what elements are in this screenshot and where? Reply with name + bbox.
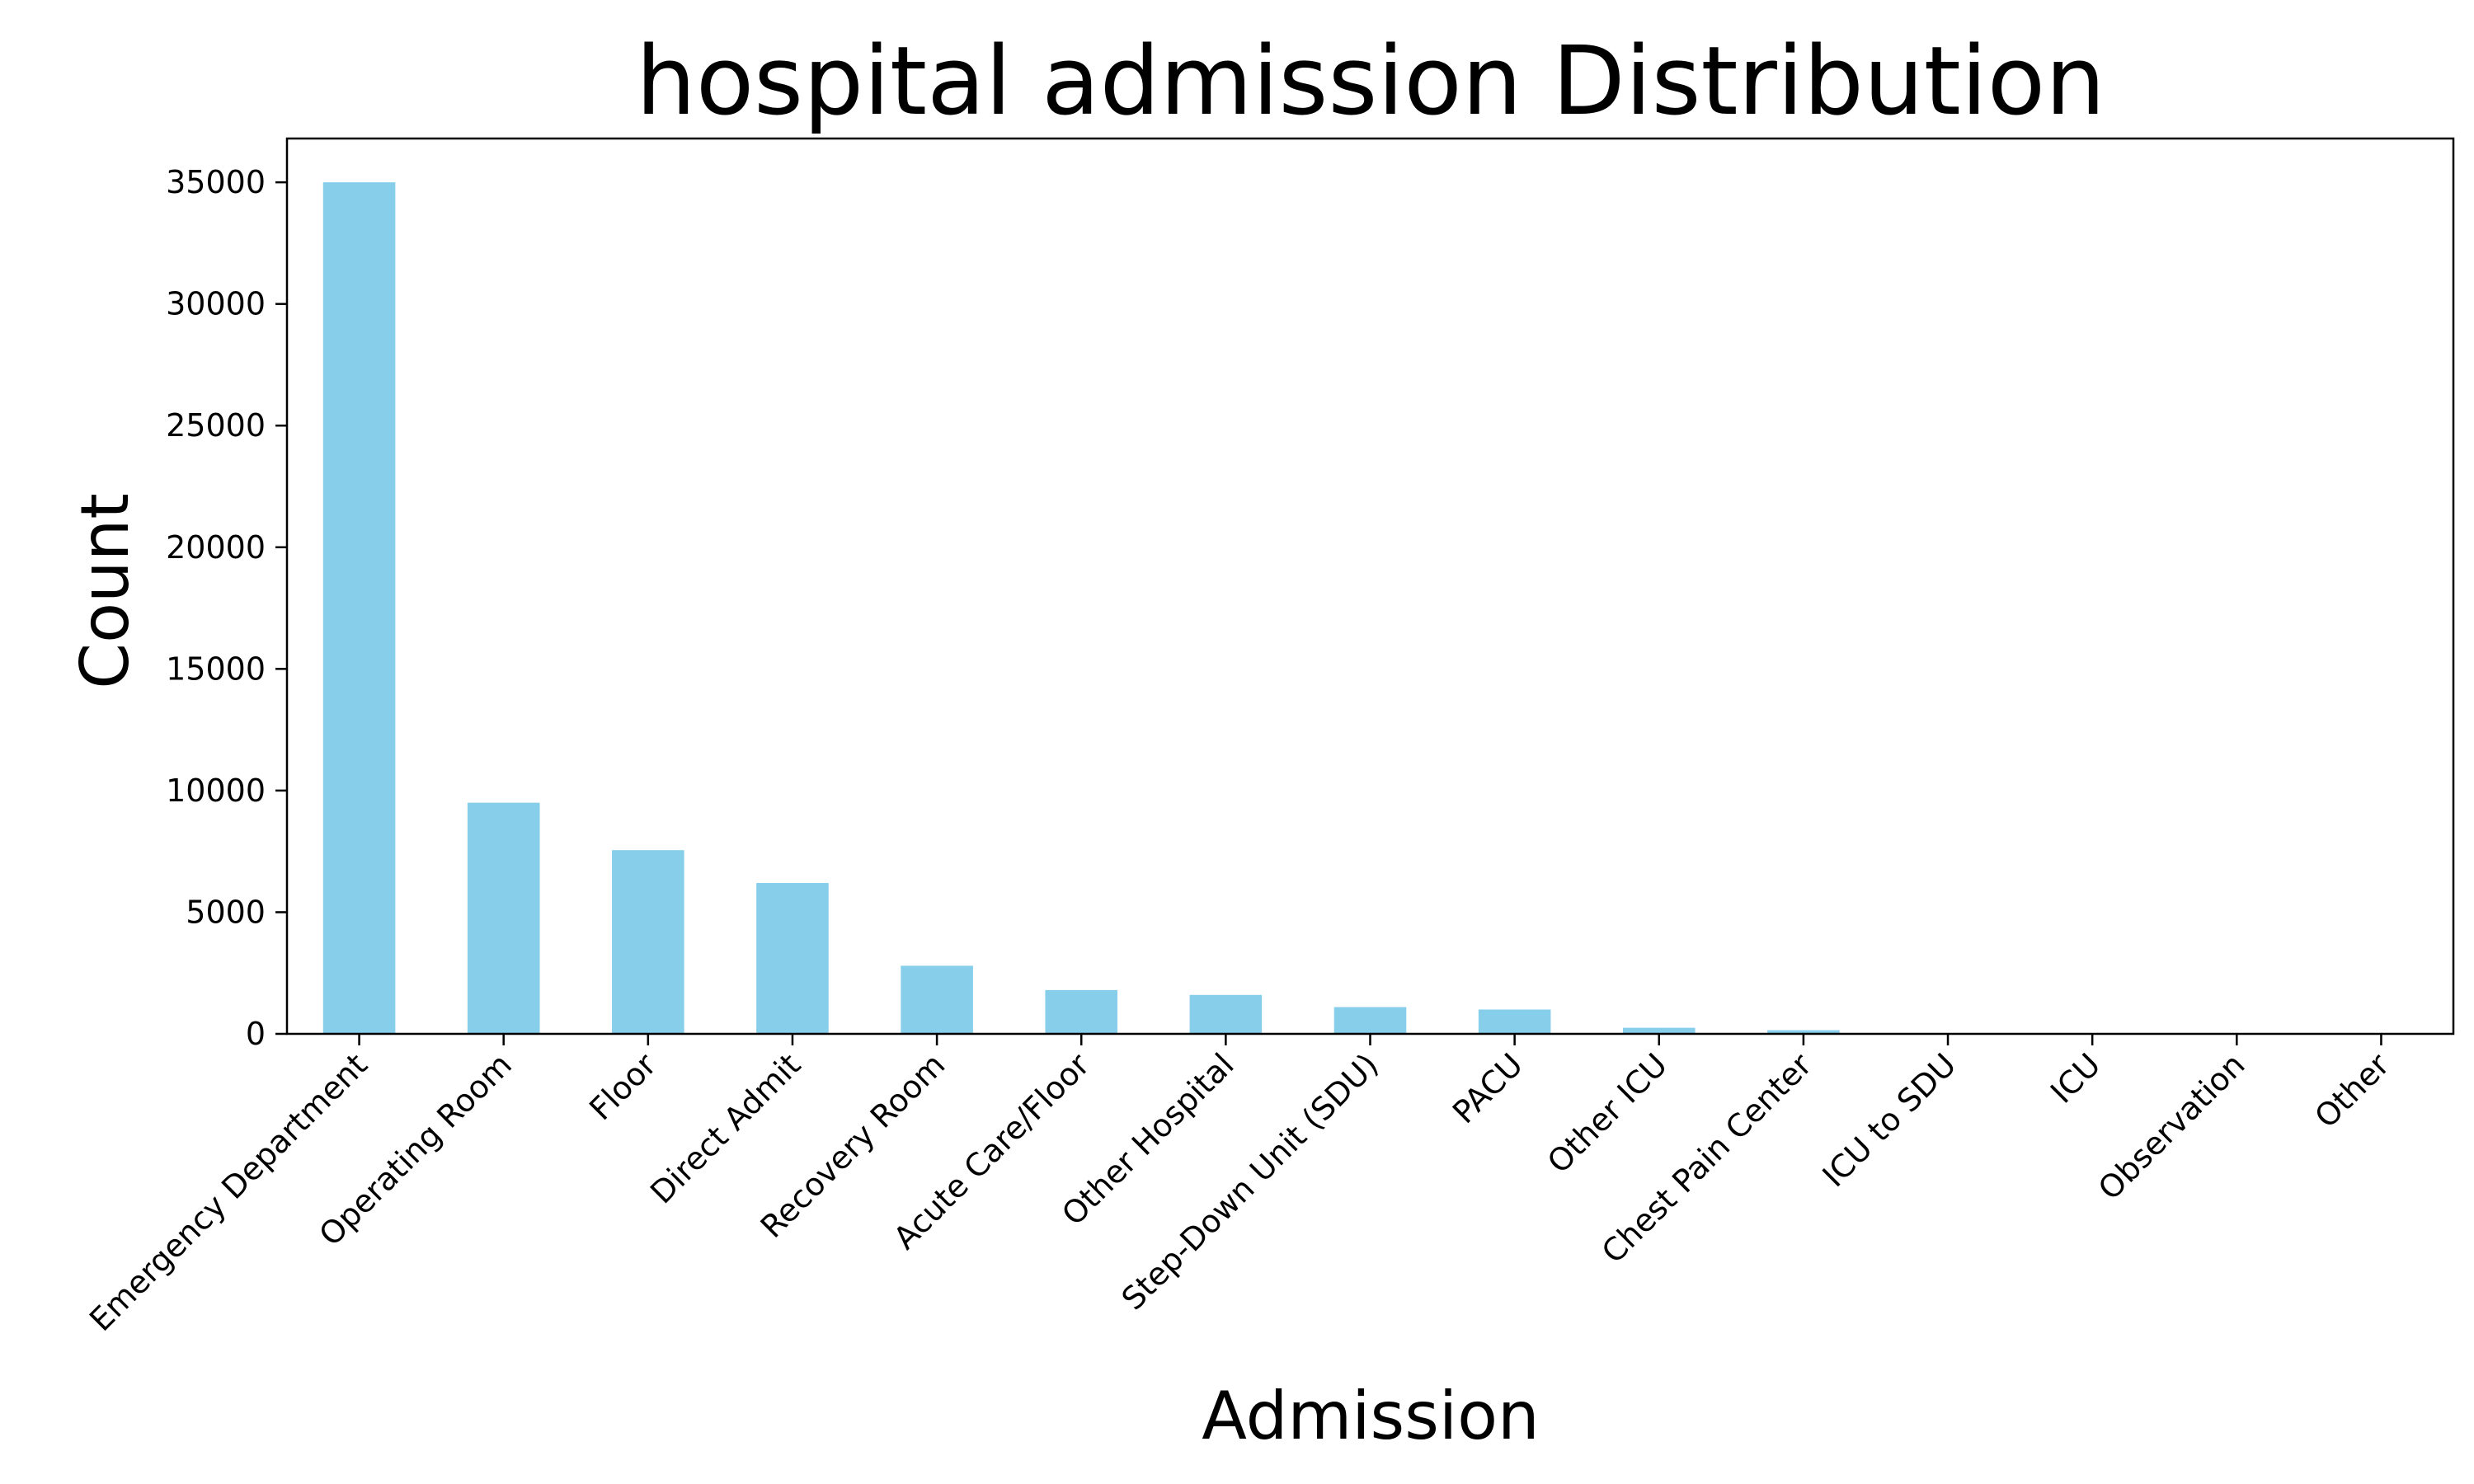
x-tick-label: Floor [582,1046,663,1127]
chart-title: hospital admission Distribution [636,26,2105,137]
bar [467,802,540,1034]
x-tick-label: ICU [2044,1046,2107,1110]
bar [1767,1030,1840,1034]
x-tick-label: Other [2307,1046,2396,1135]
bar [1189,994,1263,1034]
y-tick-label: 5000 [186,894,266,930]
y-tick-label: 30000 [166,286,266,322]
bar [1045,989,1118,1034]
y-tick-label: 35000 [166,164,266,200]
y-tick-label: 25000 [166,407,266,444]
x-tick-label: Observation [2091,1046,2252,1207]
x-tick-label: Direct Admit [643,1046,807,1210]
y-tick-label: 0 [246,1016,266,1052]
bar [756,883,829,1034]
bar [1333,1007,1407,1034]
y-axis-title: Count [67,493,143,689]
bar [612,850,684,1034]
bar [1478,1009,1551,1034]
y-tick-label: 15000 [166,650,266,687]
x-tick-label: ICU to SDU [1815,1046,1963,1194]
y-tick-label: 20000 [166,529,266,566]
x-tick-label: Step-Down Unit (SDU) [1115,1046,1385,1317]
x-tick-label: Other ICU [1540,1046,1674,1180]
bar [322,182,396,1034]
x-tick-label: Emergency Department [82,1046,374,1338]
bar [901,965,973,1034]
y-tick-label: 10000 [166,773,266,809]
x-axis-title: Admission [1202,1378,1540,1454]
bar [1622,1027,1696,1034]
plot-area: 0 5000 10000 15000 20000 25000 30000 35000 Emerg… [82,137,2455,1338]
x-tick-label: PACU [1446,1046,1530,1130]
